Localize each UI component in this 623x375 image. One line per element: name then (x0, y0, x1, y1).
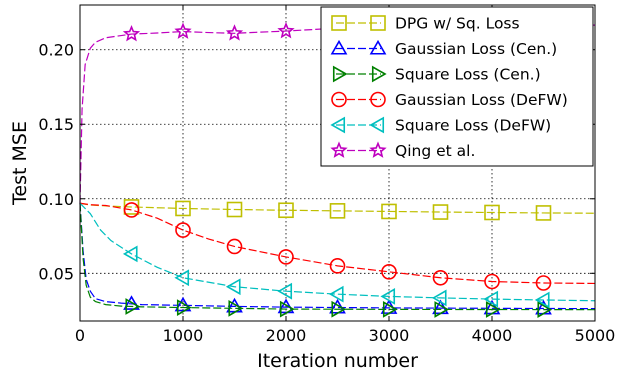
data-point-square-loss-defw (328, 285, 344, 303)
legend-marker-gaussian-loss-cen (330, 39, 348, 55)
data-point-square-loss-defw (534, 291, 550, 309)
x-tick-label: 5000 (575, 326, 616, 345)
legend-marker-square-loss-cen (371, 65, 387, 83)
series-line-square-loss-cen (79, 203, 596, 311)
data-point-square-loss-defw (483, 290, 499, 308)
data-point-qing-et-al (277, 21, 295, 39)
legend-label: DPG w/ Sq. Loss (395, 15, 520, 33)
series-line-gaussian-loss-defw (79, 202, 596, 285)
data-point-dpg-w-sq-loss (484, 204, 500, 221)
legend-box (320, 6, 594, 167)
legend-marker-qing-et-al (330, 141, 348, 158)
legend-marker-gaussian-loss-defw (370, 91, 386, 108)
data-point-dpg-w-sq-loss (535, 205, 552, 221)
x-tick-label: 2000 (266, 326, 307, 345)
data-point-gaussian-loss-defw (278, 249, 294, 265)
data-point-qing-et-al (174, 22, 192, 39)
legend-marker-dpg-w-sq-loss (370, 15, 386, 31)
data-point-square-loss-cen (537, 301, 553, 318)
legend-label: Square Loss (Cen.) (395, 66, 541, 84)
data-point-gaussian-loss-defw (226, 238, 243, 255)
data-point-square-loss-cen (434, 301, 450, 318)
y-tick-label: 0.05 (38, 264, 74, 283)
y-tick-label: 0.10 (38, 190, 74, 209)
legend-label: Gaussian Loss (DeFW) (395, 91, 568, 109)
y-tick-label: 0.20 (38, 41, 74, 60)
legend-marker-square-loss-cen (332, 65, 348, 83)
legend-marker-gaussian-loss-defw (331, 91, 347, 108)
data-point-gaussian-loss-defw (123, 202, 140, 218)
x-tick-label: 4000 (472, 326, 513, 345)
y-tick-label: 0.15 (38, 115, 74, 134)
legend-marker-square-loss-defw (330, 116, 346, 134)
data-point-gaussian-loss-defw (535, 275, 552, 291)
data-point-square-loss-defw (174, 269, 190, 287)
legend-marker-gaussian-loss-cen (369, 39, 387, 55)
legend-marker-qing-et-al (369, 141, 387, 158)
data-point-square-loss-defw (122, 245, 138, 263)
data-point-square-loss-cen (279, 300, 295, 318)
data-point-square-loss-cen (176, 299, 192, 316)
plot-area-frame (79, 4, 596, 322)
y-axis-label: Test MSE (9, 121, 31, 206)
series-lines (79, 23, 596, 311)
data-point-gaussian-loss-cen (123, 295, 140, 310)
data-point-gaussian-loss-defw (484, 273, 500, 290)
series-line-qing-et-al (79, 23, 596, 204)
series-markers (122, 14, 553, 318)
legend-label: Qing et al. (395, 142, 475, 160)
legend-label: Square Loss (DeFW) (395, 117, 551, 135)
legend: DPG w/ Sq. Loss Gaussian Loss (Cen.) Squar… (320, 6, 594, 167)
data-point-square-loss-defw (380, 288, 396, 305)
series-line-square-loss-defw (79, 202, 596, 302)
data-point-square-loss-cen (125, 298, 141, 315)
data-point-square-loss-cen (485, 301, 501, 318)
data-point-square-loss-defw (277, 282, 293, 300)
data-point-dpg-w-sq-loss (432, 204, 449, 220)
data-point-gaussian-loss-defw (432, 269, 449, 286)
legend-label: Gaussian Loss (Cen.) (395, 40, 557, 58)
data-point-gaussian-loss-cen (174, 296, 192, 312)
series-line-dpg-w-sq-loss (79, 202, 596, 214)
data-point-square-loss-cen (331, 300, 347, 318)
data-point-dpg-w-sq-loss (381, 203, 397, 220)
data-point-dpg-w-sq-loss (175, 200, 191, 217)
data-point-dpg-w-sq-loss (329, 203, 346, 219)
data-point-dpg-w-sq-loss (278, 202, 294, 219)
legend-marker-square-loss-defw (369, 116, 385, 134)
data-point-square-loss-cen (228, 299, 244, 317)
data-point-qing-et-al (122, 24, 141, 42)
x-tick-label: 1000 (163, 326, 204, 345)
data-point-qing-et-al (225, 24, 244, 41)
series-line-gaussian-loss-cen (79, 203, 596, 310)
data-point-dpg-w-sq-loss (226, 201, 243, 218)
data-point-square-loss-defw (431, 289, 447, 307)
data-point-gaussian-loss-defw (381, 264, 397, 280)
data-point-square-loss-defw (225, 278, 241, 296)
data-point-gaussian-loss-defw (329, 258, 346, 274)
x-tick-label: 3000 (369, 326, 410, 345)
legend-marker-dpg-w-sq-loss (331, 15, 347, 31)
axis-ticks: 0 1000 2000 3000 4000 5000 0.05 0.10 0.15 0.20 (38, 5, 615, 345)
data-point-gaussian-loss-defw (175, 222, 191, 238)
x-tick-label: 0 (75, 326, 85, 345)
data-point-square-loss-cen (382, 300, 398, 318)
x-axis-label: Iteration number (257, 350, 418, 372)
